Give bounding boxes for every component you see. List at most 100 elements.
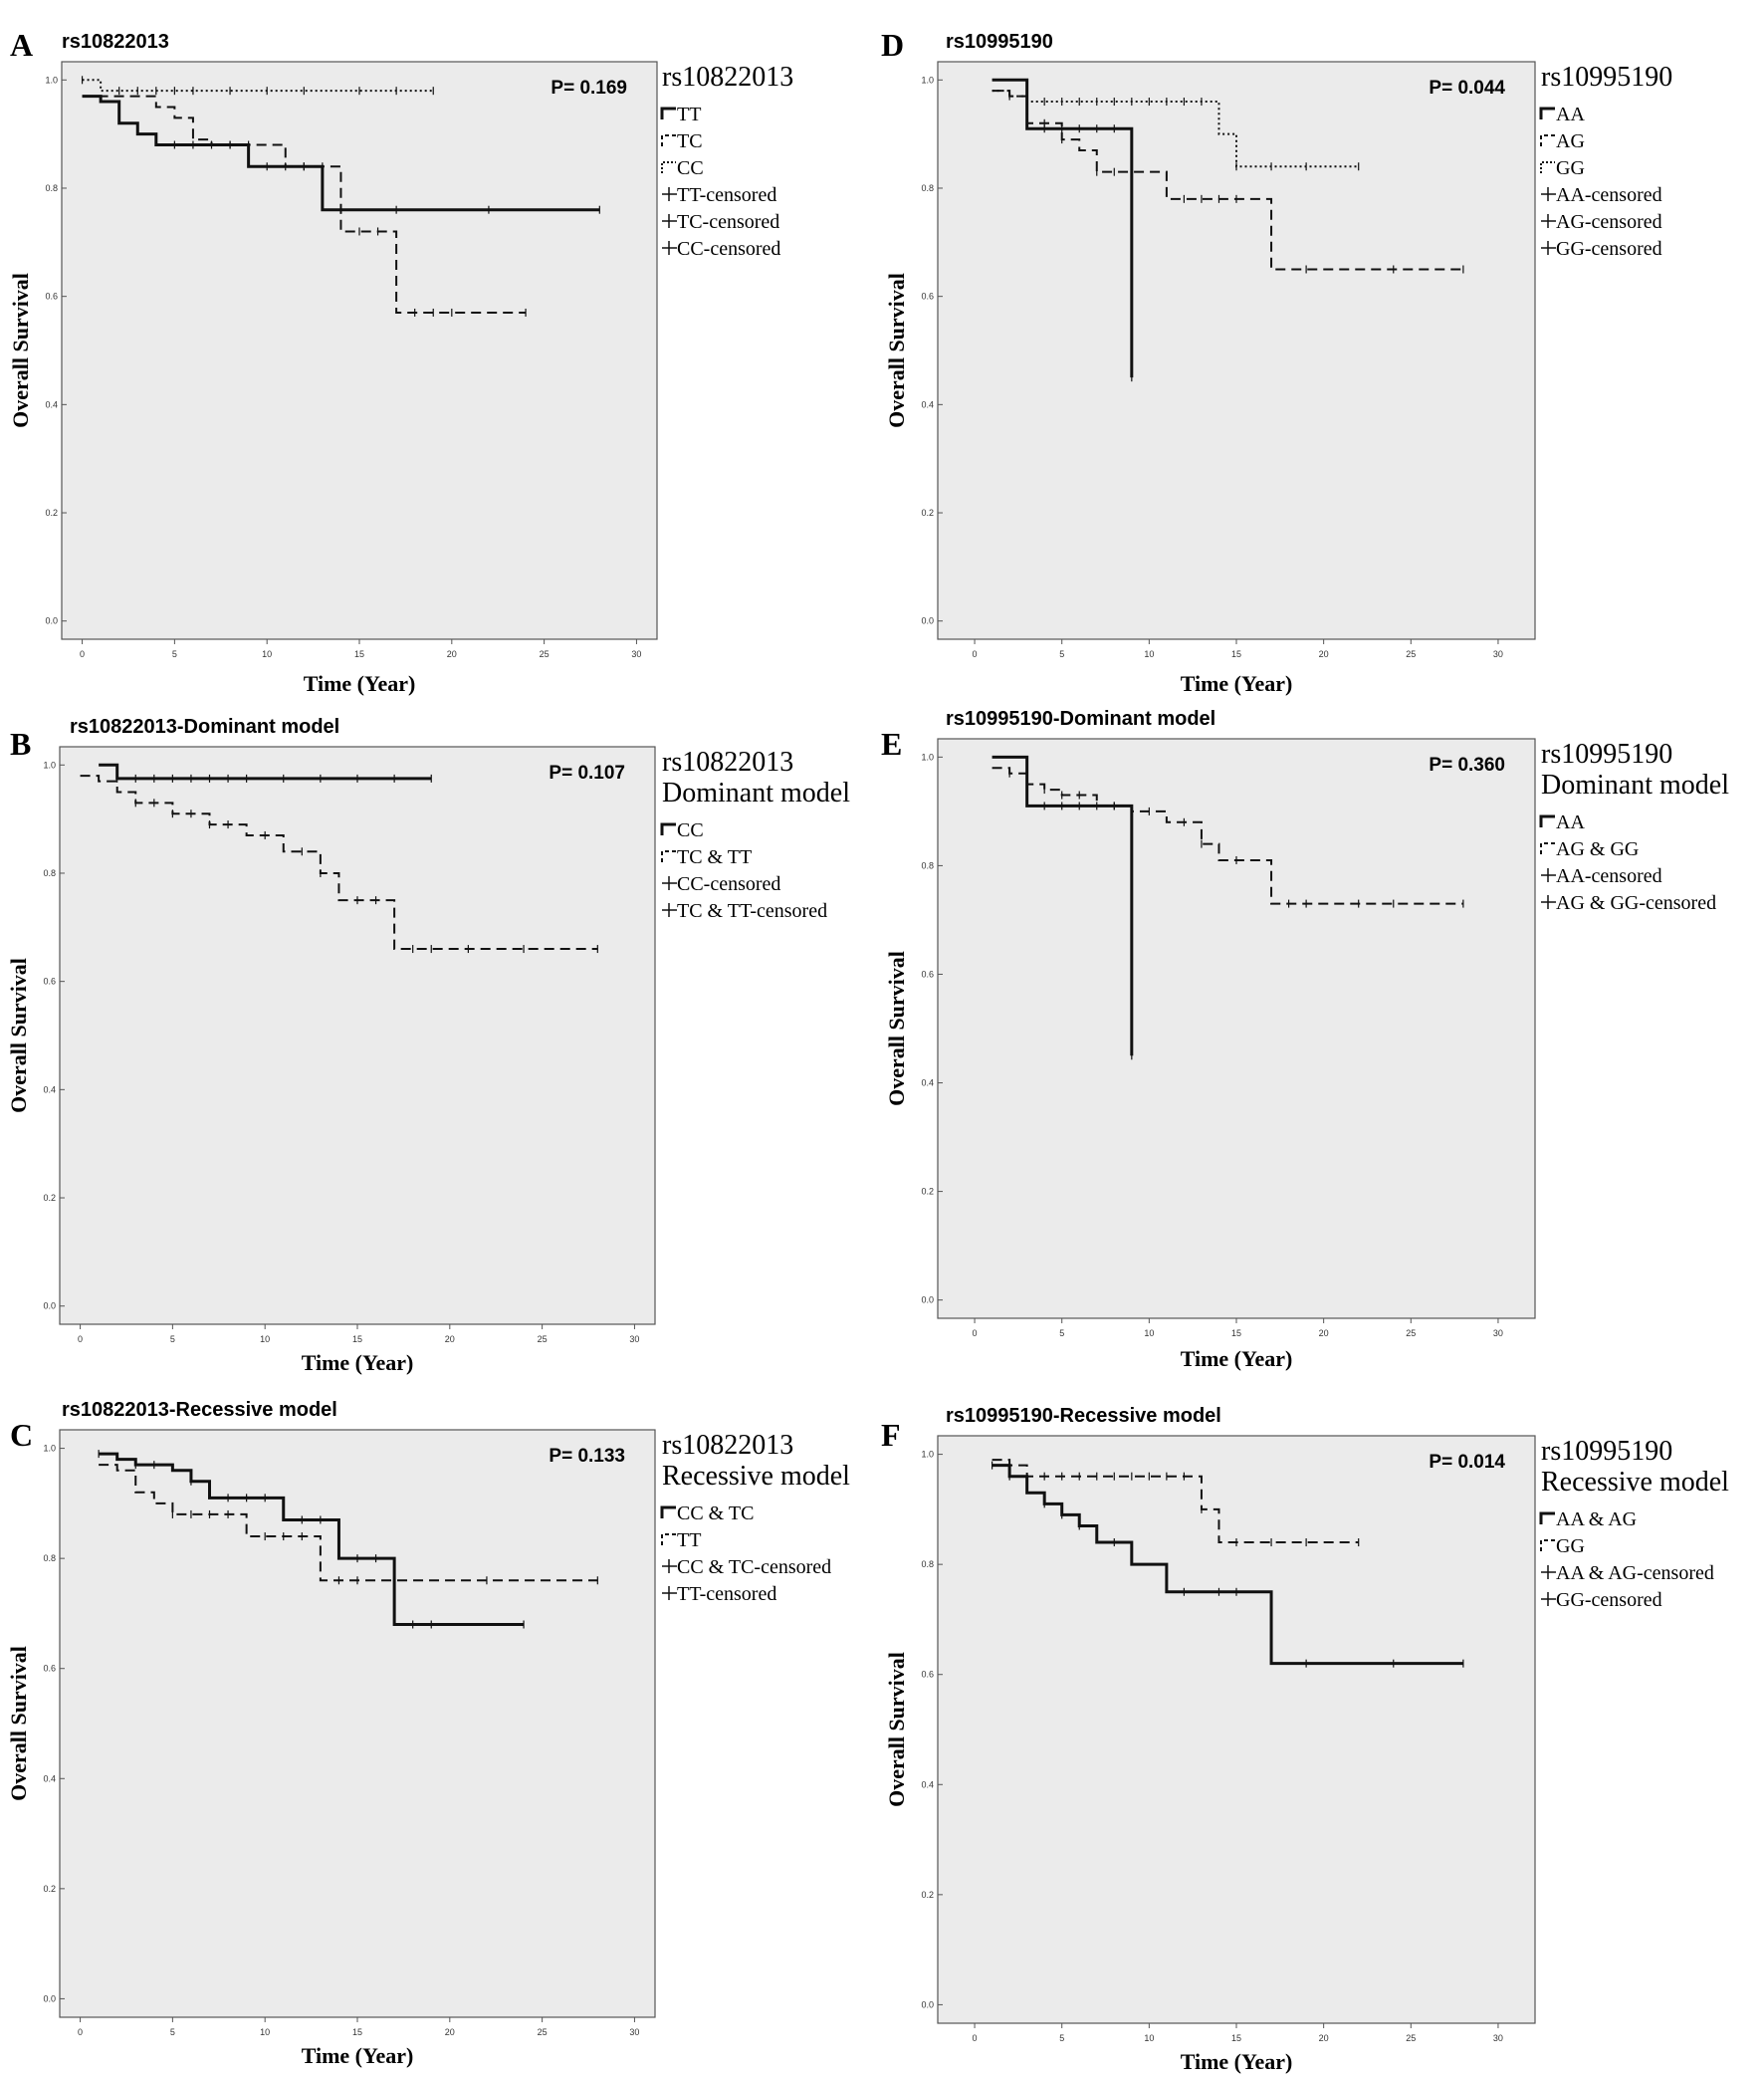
legend-symbol	[662, 214, 677, 228]
legend-label: AA & AG	[1556, 1508, 1637, 1530]
x-tick-label: 0	[78, 1334, 83, 1344]
x-tick-label: 15	[352, 1334, 362, 1344]
y-tick-label: 0.4	[921, 1078, 934, 1088]
x-tick-label: 20	[447, 649, 457, 659]
y-tick-label: 0.6	[43, 1664, 56, 1674]
legend-symbol	[662, 1559, 677, 1573]
x-tick-label: 30	[1493, 1328, 1503, 1338]
legend-symbol	[1541, 214, 1556, 228]
p-value: P= 0.014	[1429, 1452, 1505, 1473]
y-axis-label: Overall Survival	[6, 958, 31, 1113]
legend-label: CC	[677, 157, 704, 179]
km-curve-tt	[99, 1464, 598, 1582]
legend-label: AA	[1556, 104, 1585, 125]
x-tick-label: 5	[172, 649, 177, 659]
x-axis-label: Time (Year)	[302, 1350, 414, 1375]
plot-area	[61, 61, 658, 640]
x-tick-label: 10	[262, 649, 272, 659]
x-tick-label: 30	[1493, 2033, 1503, 2043]
panel-letter: F	[881, 1417, 901, 1453]
legend-label: CC-censored	[677, 873, 780, 895]
panel-letter: A	[10, 27, 33, 63]
plot-area	[937, 738, 1536, 1319]
x-tick-label: 0	[973, 1328, 978, 1338]
legend-symbol	[1539, 107, 1555, 119]
legend-label: TC	[677, 130, 703, 152]
x-tick-label: 15	[352, 2027, 362, 2037]
x-tick-label: 5	[170, 2027, 175, 2037]
km-curve-aa-ag	[992, 1464, 1463, 1666]
x-tick-label: 5	[170, 1334, 175, 1344]
km-curve-tc	[82, 95, 527, 314]
chart-title: rs10822013-Recessive model	[62, 1399, 337, 1421]
legend-label: TC & TT	[677, 846, 752, 868]
x-tick-label: 5	[1059, 2033, 1064, 2043]
legend-label: GG	[1556, 157, 1585, 179]
y-axis-label: Overall Survival	[8, 273, 33, 428]
y-tick-label: 0.4	[43, 1773, 56, 1783]
chart-title: rs10995190	[946, 31, 1053, 53]
y-tick-label: 1.0	[921, 1450, 934, 1460]
y-tick-label: 0.8	[43, 868, 56, 878]
legend-symbol	[660, 1505, 676, 1518]
chart-title: rs10995190-Recessive model	[946, 1405, 1221, 1427]
y-tick-label: 0.4	[921, 399, 934, 409]
y-tick-label: 0.2	[921, 508, 934, 518]
y-tick-label: 1.0	[921, 75, 934, 85]
km-curve-cc	[99, 763, 432, 781]
legend-title: rs10822013	[662, 747, 793, 778]
y-tick-label: 0.8	[921, 860, 934, 870]
y-tick-label: 1.0	[45, 75, 58, 85]
x-tick-label: 10	[1144, 1328, 1154, 1338]
x-tick-label: 10	[260, 2027, 270, 2037]
panel-letter: C	[10, 1417, 33, 1453]
legend-label: CC-censored	[677, 238, 780, 260]
legend-label: CC & TC	[677, 1502, 754, 1524]
legend-label: CC & TC-censored	[677, 1556, 831, 1578]
x-tick-label: 25	[1406, 1328, 1416, 1338]
y-axis-label: Overall Survival	[884, 1652, 909, 1807]
x-tick-label: 30	[629, 2027, 639, 2037]
y-tick-label: 0.2	[43, 1884, 56, 1894]
legend-symbol	[660, 107, 676, 119]
x-tick-label: 25	[538, 1334, 548, 1344]
legend-label: GG-censored	[1556, 238, 1662, 260]
x-axis-label: Time (Year)	[1181, 2049, 1293, 2074]
x-tick-label: 20	[1319, 1328, 1329, 1338]
x-tick-label: 10	[1144, 649, 1154, 659]
x-tick-label: 25	[540, 649, 550, 659]
legend-label: AA	[1556, 811, 1585, 833]
p-value: P= 0.107	[549, 763, 625, 784]
legend-symbol	[1539, 1511, 1555, 1524]
legend-symbol	[1541, 241, 1556, 255]
x-tick-label: 0	[973, 649, 978, 659]
y-tick-label: 0.6	[921, 1670, 934, 1680]
y-tick-label: 0.8	[45, 183, 58, 193]
y-tick-label: 0.6	[43, 977, 56, 987]
x-tick-label: 0	[80, 649, 85, 659]
legend-symbol	[1541, 187, 1556, 201]
legend-symbol	[661, 161, 676, 173]
legend-symbol	[662, 1586, 677, 1600]
legend-label: TC & TT-censored	[677, 900, 827, 922]
legend-label: TC-censored	[677, 211, 779, 233]
y-tick-label: 0.0	[43, 1993, 56, 2003]
legend-symbol	[1540, 161, 1555, 173]
plot-area	[937, 61, 1536, 640]
legend-symbol	[660, 822, 676, 835]
y-tick-label: 0.6	[921, 969, 934, 979]
x-axis-label: Time (Year)	[304, 671, 416, 696]
chart-title: rs10822013	[62, 31, 169, 53]
legend-symbol	[1541, 868, 1556, 882]
x-tick-label: 30	[631, 649, 641, 659]
legend-symbol	[661, 1533, 676, 1545]
legend-label: AG-censored	[1556, 211, 1662, 233]
y-tick-label: 0.0	[45, 616, 58, 626]
x-axis-label: Time (Year)	[302, 2043, 414, 2068]
legend-title: rs10995190	[1541, 1436, 1672, 1467]
plot-area	[59, 1429, 656, 2018]
x-tick-label: 5	[1059, 1328, 1064, 1338]
